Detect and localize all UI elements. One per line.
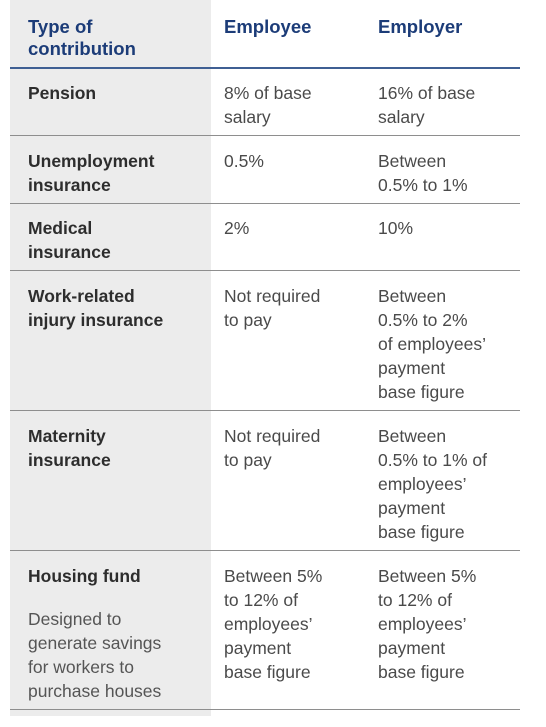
row-divider — [10, 270, 520, 271]
table-bottom-border — [10, 709, 520, 710]
first-column-shading — [10, 0, 211, 716]
row-unemployment-employee: 0.5% — [224, 151, 264, 171]
row-injury-type: Work-related injury insurance — [28, 286, 164, 330]
header-divider — [10, 67, 520, 69]
row-housing-employee: Between 5% to 12% of employees’ payment … — [224, 566, 323, 682]
header-employee: Employee — [224, 16, 312, 37]
row-injury-employer: Between 0.5% to 2% of employees’ payment… — [378, 286, 486, 402]
row-housing-type: Housing fund — [28, 566, 141, 586]
row-pension-type: Pension — [28, 83, 97, 103]
row-housing-employer: Between 5% to 12% of employees’ payment … — [378, 566, 477, 682]
header-employer: Employer — [378, 16, 463, 37]
row-injury-employee: Not required to pay — [224, 286, 321, 330]
row-divider — [10, 203, 520, 204]
row-medical-employee: 2% — [224, 218, 250, 238]
row-unemployment-type: Unemployment insurance — [28, 151, 155, 195]
row-unemployment-employer: Between 0.5% to 1% — [378, 151, 468, 195]
row-pension-employer: 16% of base salary — [378, 83, 476, 127]
row-medical-type: Medical insurance — [28, 218, 111, 262]
row-maternity-employee: Not required to pay — [224, 426, 321, 470]
row-divider — [10, 550, 520, 551]
header-type: Type of contribution — [28, 16, 136, 59]
row-pension-employee: 8% of base salary — [224, 83, 312, 127]
row-maternity-type: Maternity insurance — [28, 426, 111, 470]
row-maternity-employer: Between 0.5% to 1% of employees’ payment… — [378, 426, 487, 542]
row-divider — [10, 410, 520, 411]
row-divider — [10, 135, 520, 136]
row-medical-employer: 10% — [378, 218, 414, 238]
row-housing-note: Designed to generate savings for workers… — [28, 609, 162, 701]
